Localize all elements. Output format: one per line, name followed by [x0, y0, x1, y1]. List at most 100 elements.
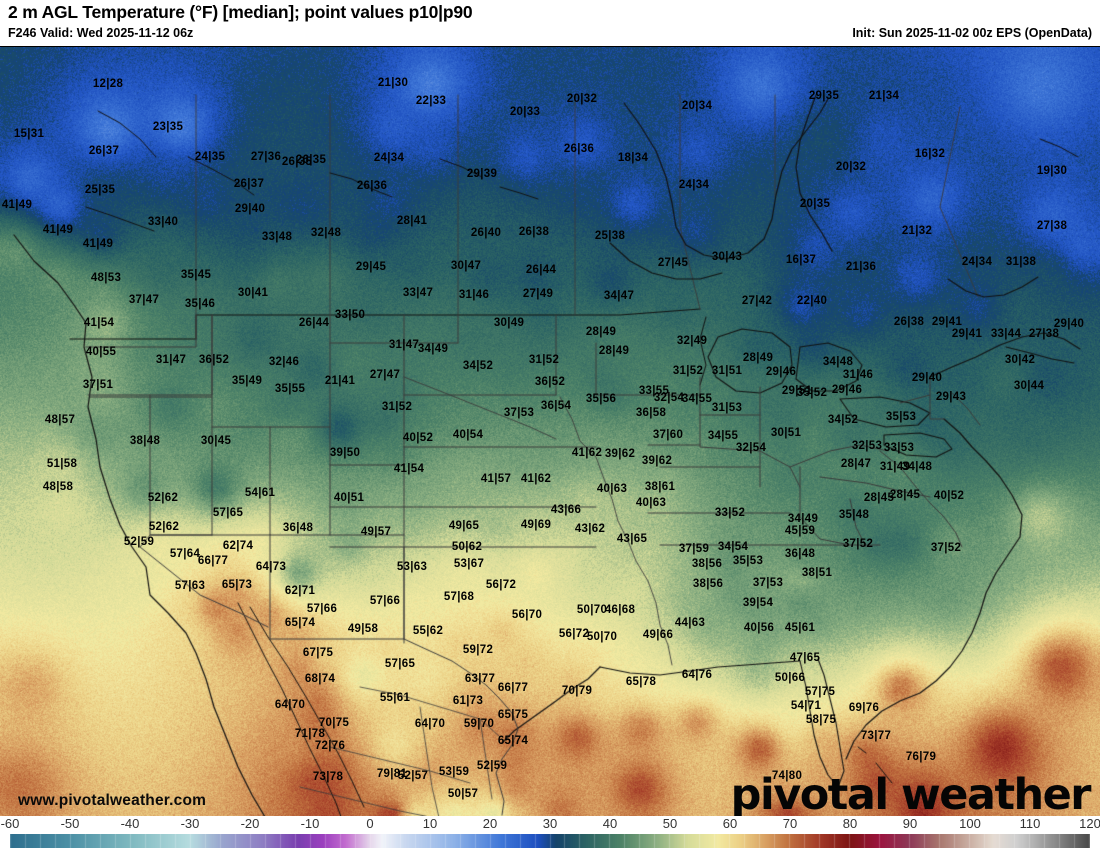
point-value-label: 37|59	[678, 543, 710, 555]
point-value-label: 28|41	[396, 215, 428, 227]
point-value-label: 30|51	[770, 427, 802, 439]
point-value-label: 16|32	[914, 148, 946, 160]
point-value-label: 53|59	[438, 766, 470, 778]
point-value-label: 47|65	[789, 652, 821, 664]
point-value-label: 46|68	[604, 604, 636, 616]
point-value-label: 31|46	[842, 369, 874, 381]
point-value-label: 37|52	[842, 538, 874, 550]
point-value-label: 26|35	[281, 156, 313, 168]
point-value-label: 24|34	[961, 256, 993, 268]
point-value-label: 65|74	[497, 735, 529, 747]
point-value-label: 29|40	[234, 203, 266, 215]
point-value-label: 43|65	[616, 533, 648, 545]
point-value-label: 33|47	[402, 287, 434, 299]
point-value-label: 32|46	[268, 356, 300, 368]
point-value-label: 40|56	[743, 622, 775, 634]
point-value-label: 26|44	[298, 317, 330, 329]
point-value-label: 30|47	[450, 260, 482, 272]
point-value-label: 57|66	[306, 603, 338, 615]
point-value-label: 49|57	[360, 526, 392, 538]
temperature-field-canvas	[0, 47, 1100, 816]
point-value-label: 45|61	[784, 622, 816, 634]
point-value-label: 56|70	[511, 609, 543, 621]
point-value-label: 57|68	[443, 591, 475, 603]
point-value-label: 39|54	[742, 597, 774, 609]
point-value-label: 41|54	[83, 317, 115, 329]
point-value-label: 52|62	[148, 521, 180, 533]
point-value-label: 59|72	[462, 644, 494, 656]
point-value-label: 16|37	[785, 254, 817, 266]
point-value-label: 32|48	[310, 227, 342, 239]
point-value-label: 43|62	[574, 523, 606, 535]
point-value-label: 56|72	[558, 628, 590, 640]
site-url-watermark: www.pivotalweather.com	[18, 792, 207, 809]
point-value-label: 35|45	[180, 269, 212, 281]
point-value-label: 34|47	[603, 290, 635, 302]
point-value-label: 58|75	[805, 714, 837, 726]
point-value-label: 70|79	[561, 685, 593, 697]
point-value-label: 12|28	[92, 78, 124, 90]
point-value-label: 26|38	[893, 316, 925, 328]
point-value-label: 31|52	[381, 401, 413, 413]
point-value-label: 64|76	[681, 669, 713, 681]
point-value-label: 26|36	[356, 180, 388, 192]
point-value-label: 62|74	[222, 540, 254, 552]
point-value-label: 28|49	[598, 345, 630, 357]
point-value-label: 26|40	[470, 227, 502, 239]
point-value-label: 18|34	[617, 152, 649, 164]
point-value-label: 64|70	[414, 718, 446, 730]
point-value-label: 41|49	[82, 238, 114, 250]
point-value-label: 36|52	[198, 354, 230, 366]
point-value-label: 29|43	[935, 391, 967, 403]
point-value-label: 41|57	[480, 473, 512, 485]
point-value-label: 57|66	[369, 595, 401, 607]
point-value-label: 65|78	[625, 676, 657, 688]
point-value-label: 51|58	[46, 458, 78, 470]
point-value-label: 73|78	[312, 771, 344, 783]
point-value-label: 35|56	[585, 393, 617, 405]
point-value-label: 28|45	[889, 489, 921, 501]
point-value-label: 20|35	[799, 198, 831, 210]
point-value-label: 24|34	[678, 179, 710, 191]
point-value-label: 20|32	[566, 93, 598, 105]
point-value-label: 41|62	[571, 447, 603, 459]
point-value-label: 30|42	[1004, 354, 1036, 366]
point-value-label: 30|41	[237, 287, 269, 299]
point-value-label: 27|38	[1036, 220, 1068, 232]
colorbar-tick: -30	[180, 816, 200, 831]
point-value-label: 35|52	[796, 387, 828, 399]
point-value-label: 50|70	[586, 631, 618, 643]
point-value-label: 29|39	[466, 168, 498, 180]
point-value-label: 26|44	[525, 264, 557, 276]
colorbar-tick: 110	[1019, 816, 1041, 831]
point-value-label: 37|52	[930, 542, 962, 554]
colorbar-tick-labels: -60 -50 -40 -30 -20 -10 0 10 20 30 40 50 60 70 80 90 100…	[0, 816, 1100, 833]
point-value-label: 29|51	[781, 385, 813, 397]
point-value-label: 33|53	[883, 442, 915, 454]
point-value-label: 65|73	[221, 579, 253, 591]
point-value-label: 29|45	[355, 261, 387, 273]
map-header: 2 m AGL Temperature (°F) [median]; point…	[0, 0, 1100, 46]
point-value-label: 33|44	[990, 328, 1022, 340]
point-value-label: 48|58	[42, 481, 74, 493]
point-value-label: 73|77	[860, 730, 892, 742]
point-value-label: 29|41	[951, 328, 983, 340]
point-value-label: 20|32	[835, 161, 867, 173]
point-value-label: 29|40	[1053, 318, 1085, 330]
point-value-label: 40|63	[596, 483, 628, 495]
point-value-label: 65|74	[284, 617, 316, 629]
point-value-label: 29|40	[911, 372, 943, 384]
point-value-label: 41|62	[520, 473, 552, 485]
point-value-label: 15|31	[13, 128, 45, 140]
point-value-label: 66|77	[497, 682, 529, 694]
point-value-label: 19|30	[1036, 165, 1068, 177]
colorbar-tick: -60	[0, 816, 20, 831]
point-value-label: 21|34	[868, 90, 900, 102]
point-value-label: 21|32	[901, 225, 933, 237]
point-value-label: 32|49	[676, 335, 708, 347]
init-time-label: Init: Sun 2025-11-02 00z EPS (OpenData)	[852, 26, 1092, 40]
point-value-label: 52|57	[397, 770, 429, 782]
point-value-label: 28|49	[742, 352, 774, 364]
point-value-label: 30|49	[493, 317, 525, 329]
temperature-map[interactable]: 12|28 15|31 23|35 26|37 24|35 27|36 25|35 26|37…	[0, 46, 1100, 816]
